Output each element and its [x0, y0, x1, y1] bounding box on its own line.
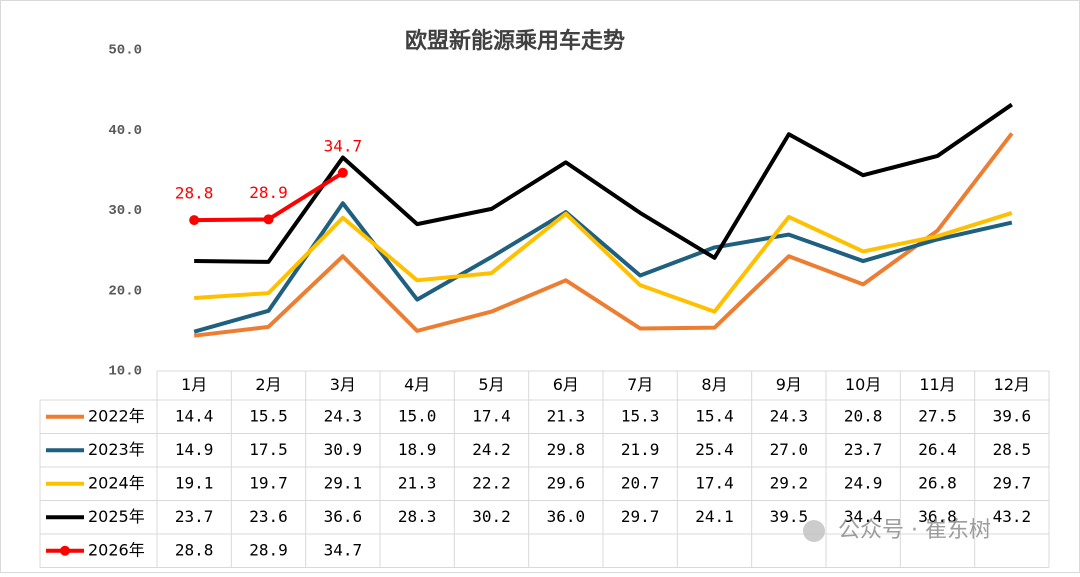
table-cell: 28.8: [175, 540, 214, 559]
table-cell: 29.7: [993, 473, 1032, 492]
series-line: [194, 102, 1013, 264]
table-cell: 27.5: [918, 406, 957, 425]
legend-label: 2025年: [88, 507, 145, 526]
x-tick-label: 12月: [994, 375, 1030, 394]
table-cell: 21.3: [547, 406, 586, 425]
chart-title: 欧盟新能源乘用车走势: [405, 28, 625, 54]
x-tick-label: 1月: [181, 375, 207, 394]
table-cell: 39.5: [770, 507, 809, 526]
y-tick-label: 20.0: [108, 283, 142, 299]
point: [337, 167, 348, 178]
table-cell: 34.7: [324, 540, 363, 559]
table-cell: 20.7: [621, 473, 660, 492]
x-tick-label: 7月: [627, 375, 653, 394]
legend-label: 2023年: [88, 440, 145, 459]
x-tick-label: 9月: [776, 375, 802, 394]
series-line: [193, 132, 1014, 338]
x-tick-label: 2月: [255, 375, 281, 394]
table-cell: 28.3: [398, 507, 437, 526]
legend-label: 2026年: [88, 540, 145, 559]
table-cell: 28.5: [993, 440, 1032, 459]
watermark-icon: [803, 520, 825, 542]
table-cell: 15.0: [398, 406, 437, 425]
data-label: 34.7: [324, 136, 363, 155]
table-cell: 23.7: [844, 440, 883, 459]
table-cell: 29.1: [324, 473, 363, 492]
table-cell: 21.9: [621, 440, 660, 459]
table-cell: 30.9: [324, 440, 363, 459]
table-cell: 29.7: [621, 507, 660, 526]
table-cell: 26.4: [918, 440, 957, 459]
table-cell: 29.8: [547, 440, 586, 459]
table-cell: 19.1: [175, 473, 214, 492]
y-tick-label: 10.0: [108, 364, 142, 380]
table-cell: 29.6: [547, 473, 586, 492]
table-cell: 26.8: [918, 473, 957, 492]
point: [189, 215, 200, 226]
legend-label: 2024年: [88, 473, 145, 492]
table-cell: 22.2: [472, 473, 511, 492]
table-cell: 24.1: [695, 507, 734, 526]
table-cell: 30.2: [472, 507, 511, 526]
table-cell: 15.4: [695, 406, 734, 425]
watermark: 公众号 · 崔东树: [838, 518, 991, 543]
table-cell: 14.9: [175, 440, 214, 459]
table-cell: 36.6: [324, 507, 363, 526]
y-tick-label: 40.0: [108, 123, 142, 139]
series-line: [193, 201, 1013, 334]
table-cell: 25.4: [695, 440, 734, 459]
y-tick-label: 50.0: [108, 43, 142, 59]
x-tick-label: 11月: [919, 375, 955, 394]
table-cell: 17.5: [249, 440, 288, 459]
table-cell: 19.7: [249, 473, 288, 492]
legend-marker: [60, 545, 70, 556]
table-cell: 23.6: [249, 507, 288, 526]
table-cell: 29.2: [770, 473, 809, 492]
x-tick-label: 10月: [845, 375, 881, 394]
series-line: [194, 210, 1013, 314]
table-cell: 39.6: [993, 406, 1032, 425]
x-tick-label: 6月: [553, 375, 579, 394]
table-cell: 14.4: [175, 406, 214, 425]
x-tick-label: 5月: [478, 375, 504, 394]
table-cell: 15.3: [621, 406, 660, 425]
table-cell: 20.8: [844, 406, 883, 425]
table-cell: 36.8: [918, 507, 957, 526]
table-cell: 36.0: [547, 507, 586, 526]
table-cell: 27.0: [770, 440, 809, 459]
legend-label: 2022年: [88, 406, 145, 425]
y-tick-label: 30.0: [108, 203, 142, 219]
table-cell: 24.9: [844, 473, 883, 492]
table-cell: 21.3: [398, 473, 437, 492]
table-cell: 17.4: [472, 406, 511, 425]
x-tick-label: 4月: [404, 375, 430, 394]
table-cell: 28.9: [249, 540, 288, 559]
data-label: 28.8: [175, 184, 214, 203]
x-tick-label: 8月: [701, 375, 727, 394]
point: [263, 214, 274, 225]
table-cell: 43.2: [993, 507, 1032, 526]
x-tick-label: 3月: [330, 375, 356, 394]
table-cell: 34.4: [844, 507, 883, 526]
table-cell: 18.9: [398, 440, 437, 459]
table-cell: 23.7: [175, 507, 214, 526]
table-cell: 15.5: [249, 406, 288, 425]
table-cell: 24.2: [472, 440, 511, 459]
table-cell: 17.4: [695, 473, 734, 492]
table-cell: 24.3: [770, 406, 809, 425]
data-label: 28.9: [249, 183, 288, 202]
table-cell: 24.3: [324, 406, 363, 425]
